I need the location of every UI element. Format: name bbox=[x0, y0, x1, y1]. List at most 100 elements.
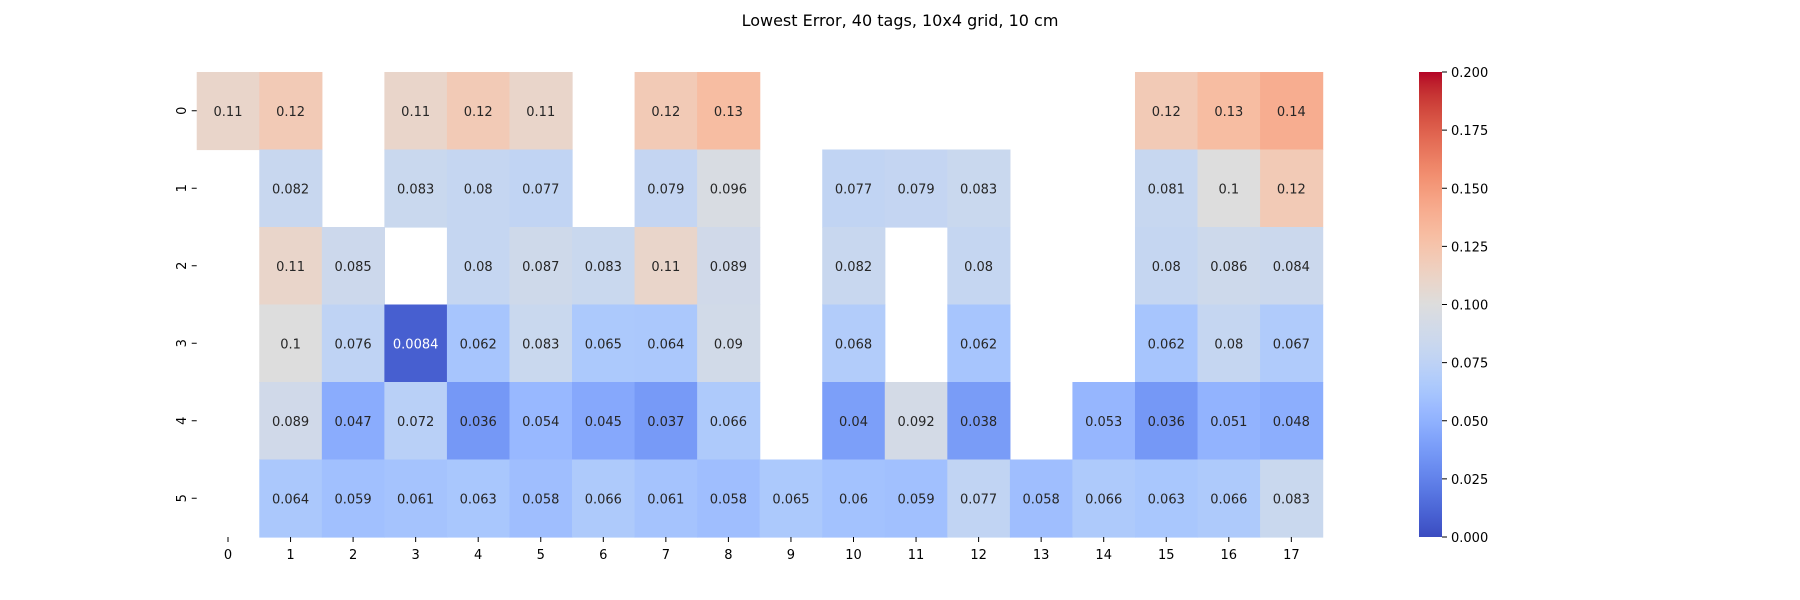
heatmap-cell-r5-c17 bbox=[1260, 459, 1324, 538]
cell-value-label: 0.08 bbox=[1214, 337, 1243, 352]
y-tick-label: 1 bbox=[175, 184, 190, 192]
heatmap-cell-r1-c10 bbox=[822, 149, 886, 228]
cell-value-label: 0.11 bbox=[651, 260, 680, 275]
heatmap-cell-r3-c12 bbox=[947, 304, 1011, 383]
heatmap-cell-r5-c8 bbox=[697, 459, 761, 538]
heatmap-cell-r4-c5 bbox=[509, 382, 573, 461]
heatmap-cell-r1-c17 bbox=[1260, 149, 1324, 228]
cell-value-label: 0.089 bbox=[272, 415, 309, 430]
cell-value-label: 0.11 bbox=[526, 105, 555, 120]
cell-value-label: 0.082 bbox=[272, 182, 309, 197]
heatmap-cell-r4-c4 bbox=[446, 382, 511, 461]
x-tick-label: 15 bbox=[1158, 548, 1175, 563]
cell-value-label: 0.1 bbox=[1218, 182, 1239, 197]
x-tick-label: 6 bbox=[599, 548, 607, 563]
colorbar-tick-label: 0.050 bbox=[1451, 415, 1488, 430]
heatmap-cell-r2-c1 bbox=[259, 227, 323, 306]
heatmap-cell-r1-c1 bbox=[259, 149, 323, 228]
x-tick-label: 0 bbox=[224, 548, 232, 563]
cell-value-label: 0.13 bbox=[714, 105, 743, 120]
heatmap-cell-r4-c1 bbox=[259, 382, 323, 461]
heatmap-cell-r4-c3 bbox=[384, 382, 448, 461]
heatmap-cell-r1-c7 bbox=[634, 149, 698, 228]
cell-value-label: 0.066 bbox=[585, 492, 622, 507]
y-tick-label: 0 bbox=[175, 107, 190, 115]
cell-value-label: 0.077 bbox=[835, 182, 872, 197]
colorbar-tick-label: 0.000 bbox=[1451, 531, 1488, 546]
heatmap-cell-r2-c2 bbox=[321, 227, 385, 306]
cell-value-label: 0.051 bbox=[1210, 415, 1247, 430]
colorbar-tick-label: 0.025 bbox=[1451, 473, 1488, 488]
cell-value-label: 0.058 bbox=[1023, 492, 1060, 507]
cell-value-label: 0.054 bbox=[522, 415, 559, 430]
colorbar-tick-label: 0.100 bbox=[1451, 299, 1488, 314]
cell-value-label: 0.076 bbox=[334, 337, 371, 352]
cell-value-label: 0.089 bbox=[710, 260, 747, 275]
cell-value-label: 0.083 bbox=[397, 182, 434, 197]
x-tick-label: 9 bbox=[787, 548, 795, 563]
cell-value-label: 0.12 bbox=[1152, 105, 1181, 120]
cell-value-label: 0.12 bbox=[651, 105, 680, 120]
heatmap-cell-r3-c7 bbox=[634, 304, 698, 383]
cell-value-label: 0.066 bbox=[1210, 492, 1247, 507]
cell-value-label: 0.09 bbox=[714, 337, 743, 352]
heatmap-cell-r1-c5 bbox=[509, 149, 573, 228]
heatmap-cell-r3-c16 bbox=[1197, 304, 1261, 383]
heatmap-cell-r5-c5 bbox=[509, 459, 573, 538]
y-tick-label: 2 bbox=[175, 262, 190, 270]
cell-value-label: 0.083 bbox=[522, 337, 559, 352]
heatmap-cell-r1-c12 bbox=[947, 149, 1011, 228]
cell-value-label: 0.067 bbox=[1273, 337, 1310, 352]
x-tick-label: 4 bbox=[474, 548, 482, 563]
cell-value-label: 0.058 bbox=[710, 492, 747, 507]
cell-value-label: 0.072 bbox=[397, 415, 434, 430]
cell-value-label: 0.053 bbox=[1085, 415, 1122, 430]
cell-value-label: 0.059 bbox=[334, 492, 371, 507]
heatmap-cell-r5-c15 bbox=[1134, 459, 1199, 538]
cell-value-label: 0.13 bbox=[1214, 105, 1243, 120]
heatmap-cell-r5-c11 bbox=[884, 459, 948, 538]
heatmap-cell-r3-c10 bbox=[822, 304, 886, 383]
y-tick-label: 5 bbox=[175, 494, 190, 502]
cell-value-label: 0.12 bbox=[464, 105, 493, 120]
cell-value-label: 0.08 bbox=[1152, 260, 1181, 275]
cell-value-label: 0.062 bbox=[460, 337, 497, 352]
cell-value-label: 0.096 bbox=[710, 182, 747, 197]
x-tick-label: 2 bbox=[349, 548, 357, 563]
x-tick-label: 10 bbox=[845, 548, 862, 563]
heatmap-cell-r0-c7 bbox=[634, 72, 698, 151]
heatmap-cell-r2-c17 bbox=[1260, 227, 1324, 306]
heatmap-cell-r0-c17 bbox=[1260, 72, 1324, 151]
heatmap-cell-r0-c1 bbox=[259, 72, 323, 151]
cell-value-label: 0.085 bbox=[334, 260, 371, 275]
cell-value-label: 0.081 bbox=[1148, 182, 1185, 197]
cell-value-label: 0.04 bbox=[839, 415, 868, 430]
heatmap-cell-r1-c3 bbox=[384, 149, 448, 228]
cell-value-label: 0.084 bbox=[1273, 260, 1310, 275]
heatmap-cell-r3-c3 bbox=[384, 304, 448, 383]
cell-value-label: 0.11 bbox=[214, 105, 243, 120]
heatmap-cell-r4-c10 bbox=[822, 382, 886, 461]
heatmap-cell-r3-c15 bbox=[1134, 304, 1199, 383]
y-axis: 0 1 2 3 4 5 bbox=[175, 107, 197, 502]
cell-value-label: 0.087 bbox=[522, 260, 559, 275]
cell-value-label: 0.048 bbox=[1273, 415, 1310, 430]
heatmap-cell-r0-c3 bbox=[384, 72, 448, 151]
heatmap-cell-r3-c8 bbox=[697, 304, 761, 383]
heatmap-cell-r5-c2 bbox=[321, 459, 385, 538]
cell-value-label: 0.037 bbox=[647, 415, 684, 430]
cell-value-label: 0.1 bbox=[280, 337, 301, 352]
cell-value-label: 0.086 bbox=[1210, 260, 1247, 275]
y-tick-label: 3 bbox=[175, 339, 190, 347]
x-tick-label: 8 bbox=[724, 548, 732, 563]
heatmap-cell-r3-c1 bbox=[259, 304, 323, 383]
chart-title: Lowest Error, 40 tags, 10x4 grid, 10 cm bbox=[742, 11, 1059, 30]
x-tick-label: 17 bbox=[1283, 548, 1300, 563]
x-axis: 0 1 2 3 4 5 6 7 8 9 10 11 12 13 14 15 16 17 bbox=[224, 537, 1300, 563]
cell-value-label: 0.12 bbox=[1277, 182, 1306, 197]
x-tick-label: 7 bbox=[662, 548, 670, 563]
heatmap-cell-r2-c15 bbox=[1134, 227, 1199, 306]
colorbar-tick-label: 0.125 bbox=[1451, 240, 1488, 255]
x-tick-label: 13 bbox=[1033, 548, 1050, 563]
